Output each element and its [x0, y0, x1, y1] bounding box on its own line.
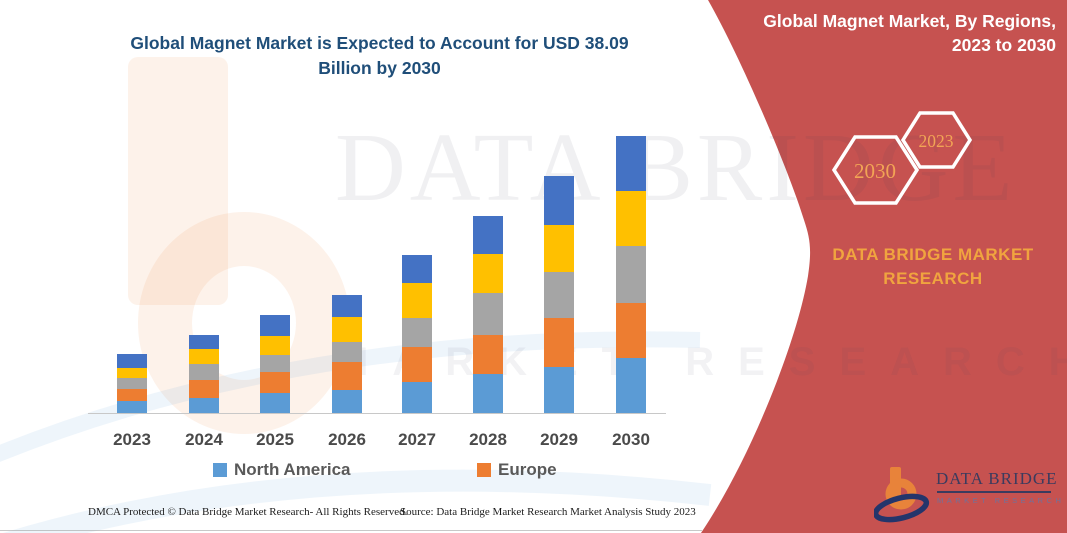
bar-segment — [117, 354, 147, 368]
side-panel-title-line1: Global Magnet Market, By Regions, — [763, 11, 1056, 31]
bar-segment — [332, 295, 362, 317]
hexagon-2023-label: 2023 — [919, 131, 954, 151]
logo-subtitle: MARKET RESEARCH — [937, 496, 1065, 505]
bar-segment — [402, 382, 432, 413]
bar-segment — [260, 355, 290, 372]
legend-swatch-icon — [213, 463, 227, 477]
brand-text-line2: RESEARCH — [883, 269, 983, 288]
bar-segment — [189, 349, 219, 364]
bar-segment — [332, 342, 362, 362]
bar-segment — [260, 372, 290, 393]
watermark-text-databridge: DATA BRIDGE — [335, 114, 1017, 222]
chart-title: Global Magnet Market is Expected to Acco… — [92, 31, 667, 81]
bar-segment — [473, 293, 503, 335]
bar-segment — [332, 317, 362, 342]
x-axis-label-2027: 2027 — [398, 430, 436, 449]
legend-item-europe: Europe — [477, 460, 557, 480]
bar-segment — [473, 335, 503, 374]
stacked-bar-2028 — [473, 216, 503, 413]
watermark-text-marketresearch: MARKET RESEARCH — [335, 340, 1067, 384]
brand-text-line1: DATA BRIDGE MARKET — [832, 245, 1034, 264]
x-axis-label-2028: 2028 — [469, 430, 507, 449]
bar-segment — [332, 362, 362, 390]
chart-title-line1: Global Magnet Market is Expected to Acco… — [130, 33, 629, 53]
side-panel-title: Global Magnet Market, By Regions, 2023 t… — [758, 9, 1056, 57]
bar-segment — [260, 336, 290, 355]
legend-swatch-icon — [477, 463, 491, 477]
bar-segment — [189, 335, 219, 349]
logo-underline — [937, 491, 1051, 493]
x-axis-label-2023: 2023 — [113, 430, 151, 449]
bar-segment — [117, 378, 147, 389]
hexagon-2030-outline — [831, 135, 920, 205]
x-axis-line — [88, 413, 666, 414]
bar-segment — [117, 368, 147, 378]
bar-segment — [616, 303, 646, 358]
bar-segment — [616, 136, 646, 191]
bar-segment — [402, 347, 432, 382]
bar-segment — [117, 389, 147, 401]
x-axis-label-2030: 2030 — [612, 430, 650, 449]
bar-segment — [616, 191, 646, 246]
bar-segment — [544, 225, 574, 272]
stacked-bar-2030 — [616, 136, 646, 413]
data-bridge-logo-icon — [874, 467, 930, 523]
stacked-bar-2024 — [189, 335, 219, 413]
side-panel-title-line2: 2023 to 2030 — [951, 35, 1056, 55]
stacked-bar-2026 — [332, 295, 362, 413]
bar-segment — [117, 401, 147, 413]
bar-segment — [402, 255, 432, 283]
x-axis-labels: 2023 2024 2025 2026 2027 2028 2029 2030 — [88, 430, 666, 452]
x-axis-label-2026: 2026 — [328, 430, 366, 449]
legend-item-north-america: North America — [213, 460, 351, 480]
legend-label: Europe — [498, 460, 557, 479]
chart-legend: North America Europe — [0, 460, 700, 480]
bottom-divider-line — [0, 530, 702, 531]
bar-segment — [616, 246, 646, 303]
bar-segment — [473, 254, 503, 293]
bar-segment — [544, 318, 574, 367]
bar-segment — [544, 367, 574, 413]
logo-wordmark: DATA BRIDGE — [936, 469, 1058, 488]
bar-segment — [189, 380, 219, 398]
x-axis-label-2024: 2024 — [185, 430, 223, 449]
bar-segment — [332, 390, 362, 413]
bar-segment — [544, 176, 574, 225]
bar-segment — [616, 358, 646, 413]
bar-segment — [402, 318, 432, 347]
bar-chart-plot-area — [88, 0, 666, 413]
footer-dmca-text: DMCA Protected © Data Bridge Market Rese… — [88, 506, 408, 518]
footer-source-text: Source: Data Bridge Market Research Mark… — [400, 506, 696, 518]
stacked-bar-2027 — [402, 255, 432, 413]
bar-segment — [260, 315, 290, 336]
bar-segment — [473, 374, 503, 413]
legend-label: North America — [234, 460, 351, 479]
stacked-bar-2029 — [544, 176, 574, 413]
bar-segment — [402, 283, 432, 318]
side-panel-brand-text: DATA BRIDGE MARKET RESEARCH — [808, 243, 1058, 291]
bar-segment — [189, 364, 219, 380]
bar-segment — [544, 272, 574, 318]
stacked-bar-2023 — [117, 354, 147, 413]
x-axis-label-2025: 2025 — [256, 430, 294, 449]
stacked-bar-2025 — [260, 315, 290, 413]
x-axis-label-2029: 2029 — [540, 430, 578, 449]
hexagon-2030-label: 2030 — [854, 159, 896, 183]
data-bridge-logo: DATA BRIDGE MARKET RESEARCH — [874, 459, 1066, 527]
bar-segment — [189, 398, 219, 413]
hexagon-2023-outline — [900, 111, 973, 169]
bar-segment — [260, 393, 290, 413]
bar-segment — [473, 216, 503, 254]
chart-title-line2: Billion by 2030 — [318, 58, 441, 78]
